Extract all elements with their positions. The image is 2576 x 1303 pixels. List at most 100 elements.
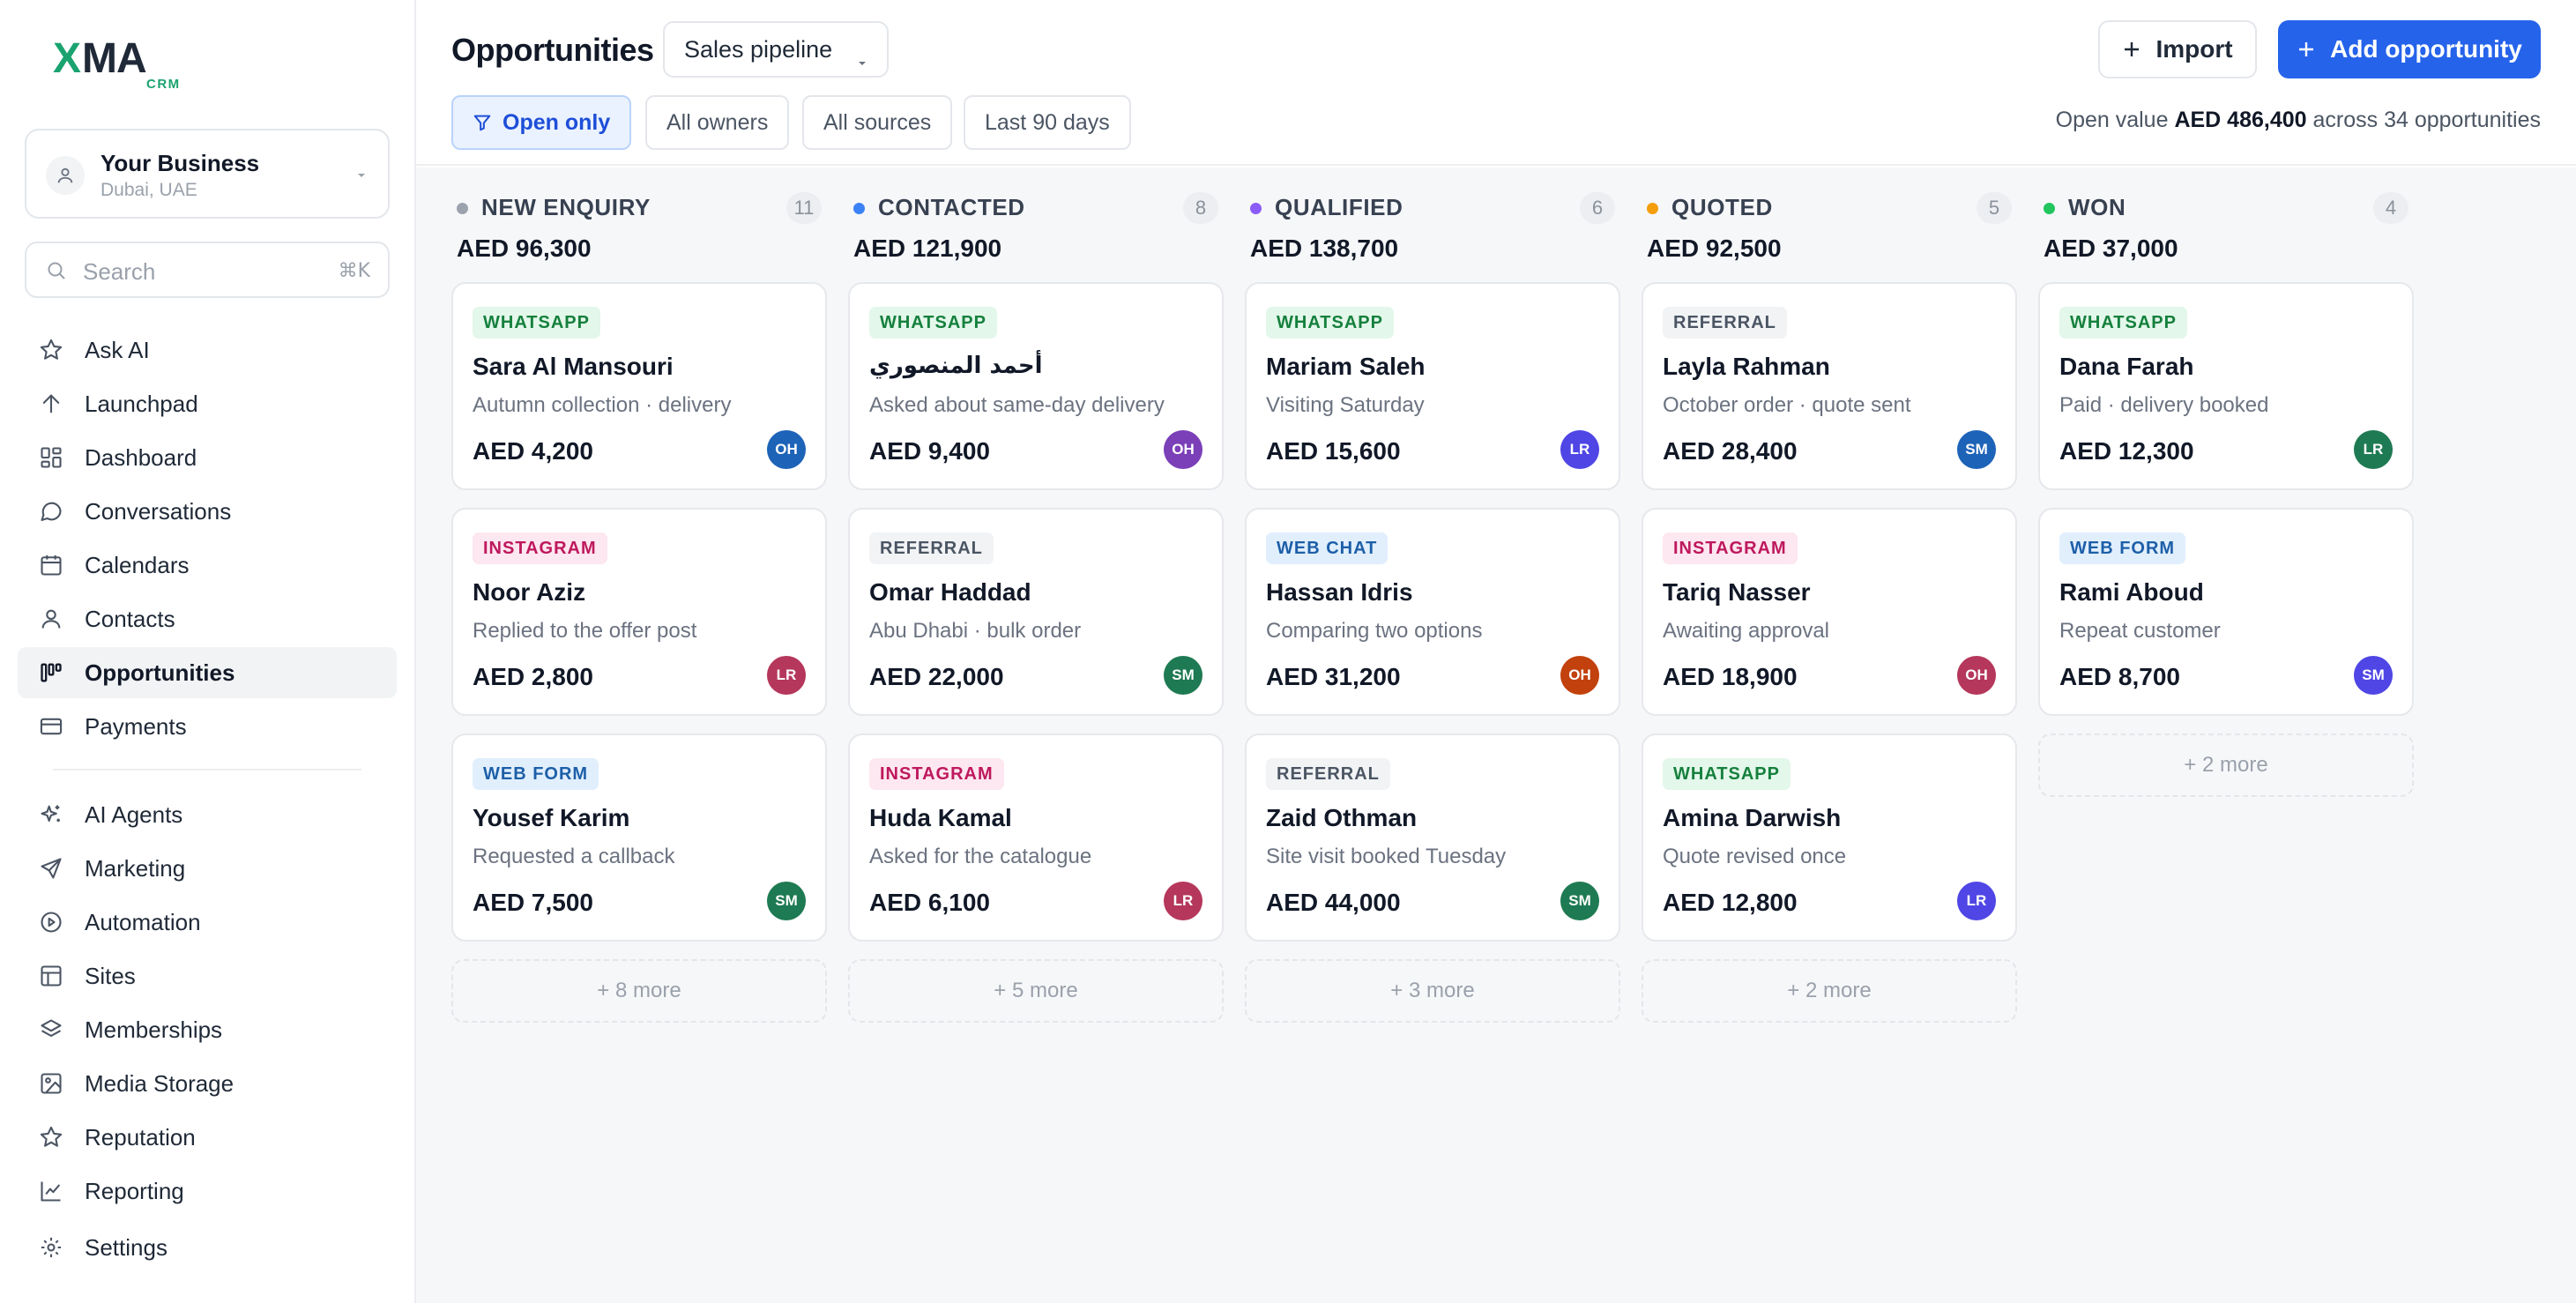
business-switcher[interactable]: Your Business Dubai, UAE xyxy=(25,129,390,219)
opportunity-card[interactable]: WHATSAPP Mariam Saleh Visiting Saturday AED… xyxy=(1245,282,1620,490)
owner-avatar[interactable]: LR xyxy=(2354,430,2393,469)
filter-open-only[interactable]: Open only xyxy=(451,95,632,150)
opportunity-card[interactable]: WHATSAPP Amina Darwish Quote revised once A… xyxy=(1642,733,2017,942)
owner-avatar[interactable]: LR xyxy=(1560,430,1599,469)
business-location: Dubai, UAE xyxy=(101,180,197,200)
owner-avatar[interactable]: OH xyxy=(1957,656,1996,695)
sidebar-item-label: Ask AI xyxy=(85,336,150,363)
sidebar-item-launchpad[interactable]: Launchpad xyxy=(18,378,397,429)
opportunity-card[interactable]: REFERRAL Zaid Othman Site visit booked Tue… xyxy=(1245,733,1620,942)
source-tag: WHATSAPP xyxy=(869,307,997,339)
sidebar: X MA CRM Your Business Dubai, UAE Search… xyxy=(0,0,416,1303)
source-tag: WEB FORM xyxy=(473,758,599,790)
sidebar-item-calendars[interactable]: Calendars xyxy=(18,540,397,591)
column-count-badge: 6 xyxy=(1580,192,1615,224)
play-circle-icon xyxy=(35,906,67,938)
column-header: QUALIFIED 6 xyxy=(1245,190,1620,226)
opportunity-card[interactable]: INSTAGRAM Tariq Nasser Awaiting approval AE… xyxy=(1642,508,2017,716)
opportunity-value: AED 44,000 xyxy=(1266,889,1401,916)
opportunity-card[interactable]: WEB FORM Rami Aboud Repeat customer AED 8,7… xyxy=(2038,508,2414,716)
show-more-button[interactable]: + 3 more xyxy=(1245,959,1620,1023)
owner-avatar[interactable]: SM xyxy=(2354,656,2393,695)
owner-avatar[interactable]: OH xyxy=(1560,656,1599,695)
sidebar-item-marketing[interactable]: Marketing xyxy=(18,843,397,894)
search-input[interactable]: Search ⌘K xyxy=(25,242,390,298)
contact-name: Tariq Nasser xyxy=(1663,578,1811,606)
opportunity-note: Requested a callback xyxy=(473,845,675,868)
calendar-icon xyxy=(35,549,67,581)
opportunity-card[interactable]: REFERRAL Layla Rahman October order · quot… xyxy=(1642,282,2017,490)
owner-avatar[interactable]: LR xyxy=(1164,882,1202,920)
contact-name: Hassan Idris xyxy=(1266,578,1413,606)
paper-plane-icon xyxy=(35,853,67,884)
sidebar-item-contacts[interactable]: Contacts xyxy=(18,593,397,644)
owner-avatar[interactable]: SM xyxy=(1164,656,1202,695)
opportunity-card[interactable]: WEB FORM Yousef Karim Requested a callback… xyxy=(451,733,827,942)
filter-all-owners[interactable]: All owners xyxy=(645,95,790,150)
page-title: Opportunities xyxy=(451,32,654,68)
sidebar-item-dashboard[interactable]: Dashboard xyxy=(18,432,397,483)
owner-avatar[interactable]: LR xyxy=(1957,882,1996,920)
opportunity-card[interactable]: WHATSAPP Sara Al Mansouri Autumn collectio… xyxy=(451,282,827,490)
star-icon xyxy=(35,1121,67,1153)
owner-avatar[interactable]: LR xyxy=(767,656,806,695)
plus-icon xyxy=(2299,42,2314,56)
source-tag: WHATSAPP xyxy=(2059,307,2187,339)
show-more-button[interactable]: + 2 more xyxy=(1642,959,2017,1023)
sidebar-item-conversations[interactable]: Conversations xyxy=(18,486,397,537)
owner-avatar[interactable]: SM xyxy=(767,882,806,920)
opportunity-note: Paid · delivery booked xyxy=(2059,393,2269,417)
opportunity-note: Quote revised once xyxy=(1663,845,1847,868)
kanban-icon xyxy=(35,657,67,689)
contact-name: Layla Rahman xyxy=(1663,353,1830,380)
filter-all-sources[interactable]: All sources xyxy=(802,95,953,150)
sidebar-item-memberships[interactable]: Memberships xyxy=(18,1004,397,1055)
sidebar-item-ai-agents[interactable]: AI Agents xyxy=(18,789,397,840)
opportunity-card[interactable]: WEB CHAT Hassan Idris Comparing two option… xyxy=(1245,508,1620,716)
show-more-button[interactable]: + 8 more xyxy=(451,959,827,1023)
column-count-badge: 4 xyxy=(2373,192,2408,224)
opportunity-card[interactable]: WHATSAPP Dana Farah Paid · delivery booked… xyxy=(2038,282,2414,490)
opportunity-note: Comparing two options xyxy=(1266,619,1483,643)
sidebar-item-sites[interactable]: Sites xyxy=(18,950,397,1001)
import-button[interactable]: Import xyxy=(2098,20,2257,78)
sidebar-item-reporting[interactable]: Reporting xyxy=(18,1165,397,1217)
owner-avatar[interactable]: SM xyxy=(1560,882,1599,920)
filter-date-range-label: Last 90 days xyxy=(985,109,1110,135)
sidebar-item-settings[interactable]: Settings xyxy=(18,1222,397,1273)
column-total: AED 121,900 xyxy=(853,235,1002,262)
show-more-button[interactable]: + 2 more xyxy=(2038,733,2414,797)
sidebar-item-media-storage[interactable]: Media Storage xyxy=(18,1058,397,1109)
owner-avatar[interactable]: SM xyxy=(1957,430,1996,469)
opportunity-card[interactable]: INSTAGRAM Huda Kamal Asked for the catalog… xyxy=(848,733,1224,942)
brand-logo[interactable]: X MA CRM xyxy=(53,35,194,93)
owner-avatar[interactable]: OH xyxy=(1164,430,1202,469)
sidebar-item-opportunities[interactable]: Opportunities xyxy=(18,647,397,698)
owner-avatar[interactable]: OH xyxy=(767,430,806,469)
contact-name: Omar Haddad xyxy=(869,578,1031,606)
contact-name: Sara Al Mansouri xyxy=(473,353,674,380)
business-avatar-icon xyxy=(46,156,85,195)
add-opportunity-button[interactable]: Add opportunity xyxy=(2278,20,2541,78)
chevron-down-icon xyxy=(356,169,367,185)
sidebar-item-reputation[interactable]: Reputation xyxy=(18,1112,397,1163)
filter-date-range[interactable]: Last 90 days xyxy=(964,95,1131,150)
sidebar-item-label: Settings xyxy=(85,1233,168,1261)
contact-name: Zaid Othman xyxy=(1266,804,1418,831)
show-more-button[interactable]: + 5 more xyxy=(848,959,1224,1023)
sidebar-item-automation[interactable]: Automation xyxy=(18,897,397,948)
pipeline-select[interactable]: Sales pipeline xyxy=(663,21,890,78)
opportunity-value: AED 6,100 xyxy=(869,889,990,916)
column-count-badge: 5 xyxy=(1977,192,2012,224)
opportunity-card[interactable]: INSTAGRAM Noor Aziz Replied to the offer p… xyxy=(451,508,827,716)
business-name: Your Business xyxy=(101,150,260,176)
source-tag: REFERRAL xyxy=(1663,307,1787,339)
sidebar-item-label: AI Agents xyxy=(85,800,183,828)
opportunity-card[interactable]: WHATSAPP أحمد المنصوري Asked about same-da… xyxy=(848,282,1224,490)
line-chart-icon xyxy=(35,1175,67,1207)
opportunity-note: Asked for the catalogue xyxy=(869,845,1092,868)
sidebar-item-ask-ai[interactable]: Ask AI xyxy=(18,324,397,376)
sidebar-item-payments[interactable]: Payments xyxy=(18,701,397,752)
source-tag: INSTAGRAM xyxy=(869,758,1004,790)
opportunity-card[interactable]: REFERRAL Omar Haddad Abu Dhabi · bulk orde… xyxy=(848,508,1224,716)
